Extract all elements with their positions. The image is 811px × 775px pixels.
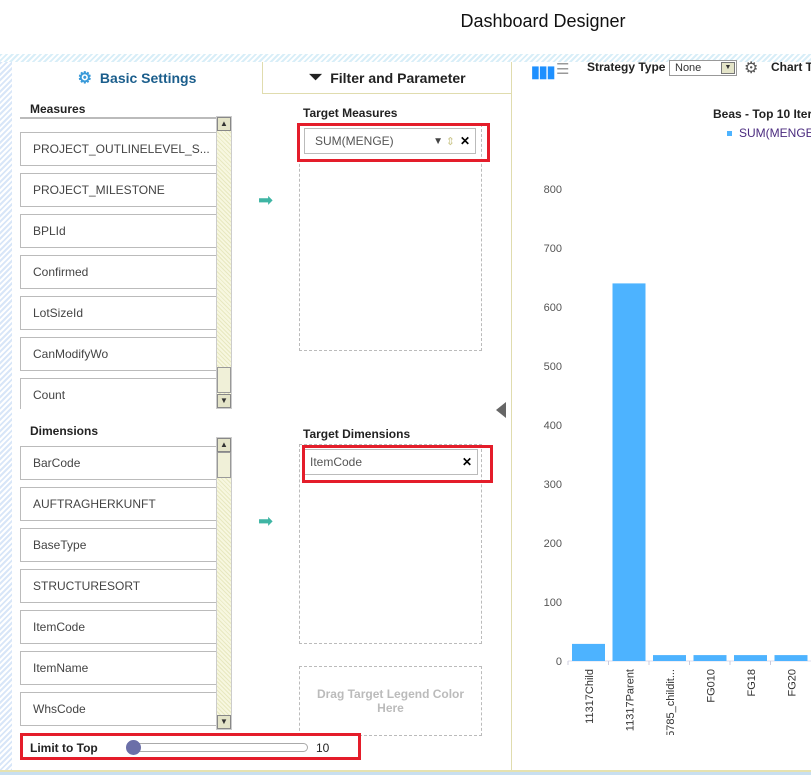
dimensions-scrollbar[interactable]: ▲ ▼ [216,437,232,730]
y-tick-label: 300 [544,479,562,491]
dimensions-label: Dimensions [30,424,99,438]
filter-icon: ⏷ [309,68,323,86]
panel-divider [511,62,512,770]
measures-list[interactable]: PROJECT_OUTLINELEVEL_S... PROJECT_MILEST… [20,117,232,409]
chart-title: Beas - Top 10 Iter [713,107,811,121]
tab-filter-and-parameter[interactable]: ⏷ Filter and Parameter [262,62,512,94]
collapse-panel-icon[interactable] [496,402,506,418]
list-item[interactable]: ItemName [20,651,216,685]
scroll-down-icon[interactable]: ▼ [217,394,231,408]
x-tick-label: 5785_childit... [665,669,677,735]
bar [693,655,727,661]
bar [774,655,808,661]
y-tick-label: 500 [544,361,562,373]
y-tick-label: 700 [544,243,562,255]
y-tick-label: 100 [544,597,562,609]
add-dimension-arrow-icon[interactable]: ➡ [258,511,274,531]
close-icon[interactable]: ✕ [461,455,472,469]
target-measure-label: SUM(MENGE) [315,134,394,148]
legend-label[interactable]: SUM(MENGE [739,126,811,140]
y-tick-label: 600 [544,302,562,314]
chart-type-label: Chart T [771,60,811,74]
list-item[interactable]: STRUCTURESORT [20,569,216,603]
chevron-down-icon[interactable]: ▼ [721,62,735,74]
target-dimensions-dropzone[interactable] [299,444,482,644]
bar [572,643,605,661]
measures-label: Measures [30,102,86,116]
header-divider [0,54,811,62]
y-tick-label: 800 [544,184,562,196]
x-tick-label: FG010 [706,669,718,703]
list-view-icon[interactable]: ☰ [556,61,570,78]
y-tick-label: 200 [544,538,562,550]
list-item[interactable]: LotSizeId [20,296,216,330]
strategy-type-value: None [675,62,702,74]
limit-value: 10 [316,741,330,755]
list-item[interactable]: BPLId [20,214,216,248]
target-dimension-label: ItemCode [310,455,363,469]
sort-down-icon[interactable]: ▼ [433,135,443,147]
limit-to-top-label: Limit to Top [30,741,98,755]
gear-icon[interactable]: ⚙ [744,60,759,77]
list-item[interactable]: PROJECT_OUTLINELEVEL_S... [20,132,216,166]
scroll-thumb[interactable] [217,367,231,393]
list-item[interactable]: BarCode [20,446,216,480]
reorder-icon[interactable]: ⇕ [445,135,455,148]
x-tick-label: FG20 [787,669,799,697]
list-item[interactable]: AUFTRAGHERKUNFT [20,487,216,521]
list-item[interactable]: CanModifyWo [20,337,216,371]
highlight-box [302,445,493,483]
y-tick-label: 400 [544,420,562,432]
strategy-type-select[interactable]: None ▼ [669,60,737,76]
tab-label: Basic Settings [99,70,197,86]
bar [734,655,767,661]
scroll-up-icon[interactable]: ▲ [217,438,231,452]
strategy-type-label: Strategy Type [587,60,666,74]
x-tick-label: 11317Child [584,669,596,724]
close-icon[interactable]: ✕ [459,134,470,148]
y-tick-label: 0 [556,656,562,668]
bar-chart: Beas - Top 10 Iter SUM(MENGE 0 100 200 300 4… [544,107,811,735]
bar [653,655,686,661]
target-measure-item[interactable]: SUM(MENGE) ▼ ⇕ ✕ [304,128,476,154]
list-item[interactable]: WhsCode [20,692,216,726]
legend-color-dropzone[interactable]: Drag Target Legend Color Here [299,666,482,736]
x-tick-label: 11317Parent [625,669,637,731]
highlight-box [297,123,490,162]
scroll-up-icon[interactable]: ▲ [217,117,231,131]
target-measures-label: Target Measures [303,106,398,120]
scroll-down-icon[interactable]: ▼ [217,715,231,729]
slider-handle[interactable] [126,740,141,755]
target-dimension-item[interactable]: ItemCode ✕ [304,449,478,475]
gear-icon: ⚙ [77,70,92,87]
left-border [0,62,12,775]
tab-label: Filter and Parameter [330,69,466,86]
page-title: Dashboard Designer [460,11,626,31]
target-dimensions-label: Target Dimensions [303,427,411,441]
measures-scrollbar[interactable]: ▲ ▼ [216,116,232,409]
footer-divider [0,770,811,775]
list-item[interactable]: PROJECT_MILESTONE [20,173,216,207]
list-item[interactable]: Confirmed [20,255,216,289]
bar-chart-view-icon[interactable]: ▮▮▮ [531,64,555,81]
scroll-thumb[interactable] [217,452,231,478]
highlight-box [20,733,361,760]
dimensions-list[interactable]: BarCode AUFTRAGHERKUNFT BaseType STRUCTU… [20,446,232,730]
x-tick-label: FG18 [746,669,758,697]
list-item[interactable]: BaseType [20,528,216,562]
list-item[interactable]: Count [20,378,216,409]
add-measure-arrow-icon[interactable]: ➡ [258,190,274,210]
bar [612,283,646,661]
tab-basic-settings[interactable]: ⚙ Basic Settings [12,62,262,94]
list-item[interactable]: ItemCode [20,610,216,644]
legend-swatch [727,131,732,136]
